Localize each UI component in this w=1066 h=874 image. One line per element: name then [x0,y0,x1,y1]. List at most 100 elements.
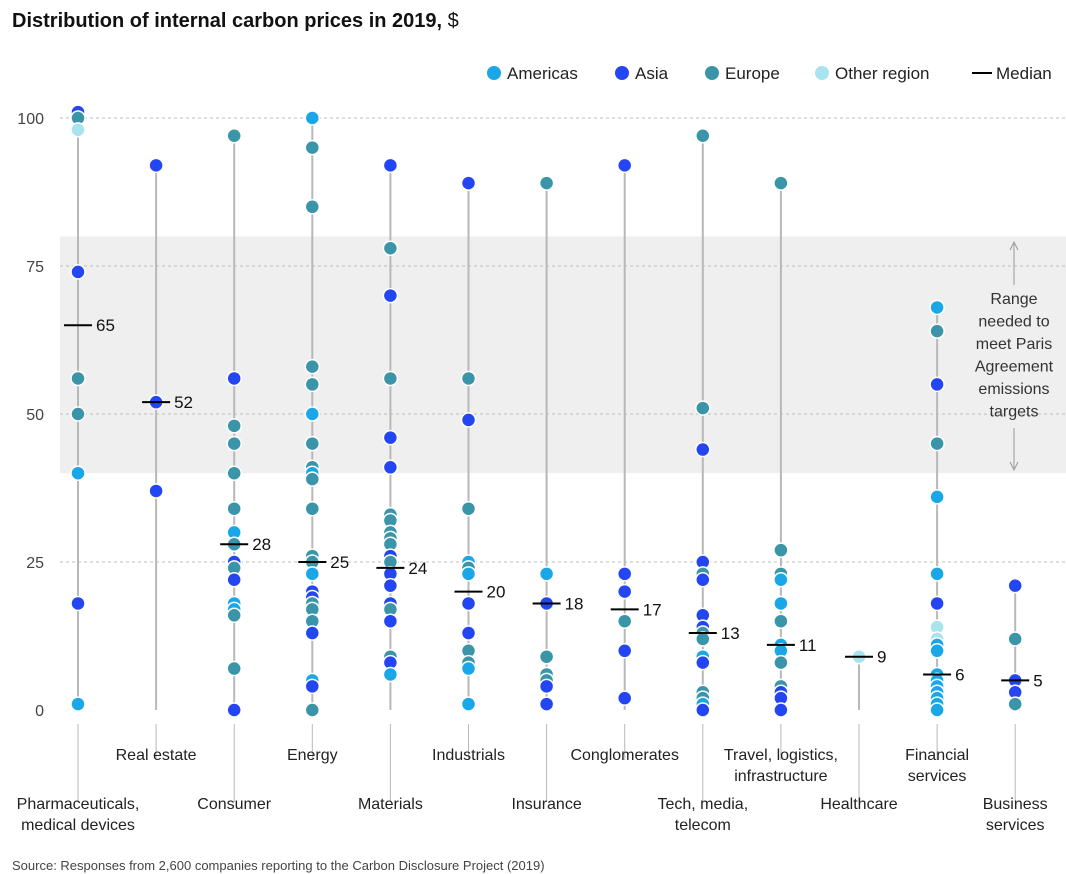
data-point [460,175,477,191]
data-point [929,643,945,659]
data-point [304,199,321,215]
data-point [616,583,633,600]
data-point [460,500,477,517]
range-annotation-line: Agreement [975,359,1054,376]
range-annotation: Range needed to meet Paris Agreement emissio… [975,240,1054,472]
category-label: Conglomerates [570,747,679,764]
data-point [538,648,555,665]
data-point [695,400,711,416]
category-label: services [908,768,967,785]
data-point [304,566,321,582]
data-point [695,572,711,588]
data-point [695,128,711,144]
legend-marker [815,66,829,80]
data-point [226,465,242,481]
legend-label: Americas [507,64,578,83]
median-label: 11 [799,636,817,655]
data-point [70,406,86,422]
data-point [226,128,242,144]
range-arrow-up-head [1009,240,1019,251]
median-label: 20 [487,583,506,602]
legend: Americas Asia Europe Other region Median [487,64,1052,83]
data-point [382,240,399,256]
category-label: Materials [358,796,423,813]
y-tick-label: 75 [26,259,44,276]
data-point [460,696,477,712]
data-point [538,696,555,712]
y-tick-label: 100 [17,111,44,128]
data-point [304,471,321,487]
data-point [695,702,711,718]
data-point [929,376,945,393]
data-point [148,483,164,499]
data-point [773,595,789,612]
data-point [382,577,399,594]
data-point [304,500,321,517]
data-point [304,702,321,718]
category-label: medical devices [21,817,135,834]
category-label: Consumer [197,796,271,813]
data-point [460,566,477,582]
category-label: telecom [675,817,731,834]
data-point [695,631,711,647]
legend-marker [615,66,629,80]
data-point [304,358,321,375]
category-label: infrastructure [734,768,827,785]
data-point [226,607,242,624]
data-point [226,702,242,718]
data-point-layer [70,104,1023,718]
data-point [616,643,633,659]
data-point [70,370,86,387]
data-point [460,625,477,641]
data-point [773,572,789,588]
range-annotation-line: emissions [978,381,1049,398]
gridline-layer: 0 25 50 75 100 [17,111,1066,720]
data-point [226,418,242,434]
data-point [695,441,711,458]
data-point [70,122,86,138]
chart-title-unit: $ [447,10,459,32]
data-point [70,465,86,481]
data-point [382,459,399,476]
median-label: 9 [877,648,886,667]
data-point [304,139,321,156]
data-point [616,613,633,629]
data-point [773,702,789,718]
data-point [226,660,242,677]
y-tick-label: 0 [35,703,44,720]
legend-marker [705,66,719,80]
data-point [1007,577,1023,594]
data-point [929,489,945,505]
data-point [929,595,945,612]
category-label: Healthcare [820,796,897,813]
median-label: 17 [643,600,662,619]
range-annotation-line: targets [990,404,1039,421]
data-point [70,696,86,712]
category-label: Energy [287,747,338,764]
category-label: Travel, logistics, [724,747,838,764]
data-point [148,157,164,174]
data-point [382,666,399,683]
median-label: 65 [96,316,115,335]
legend-label: Asia [635,64,669,83]
data-point [460,595,477,612]
data-point [226,572,242,588]
data-point [382,287,399,304]
data-point [460,660,477,677]
category-label: Business [983,796,1048,813]
data-point [304,376,321,393]
data-point [1007,696,1023,712]
median-label: 18 [565,594,584,613]
category-label: Industrials [432,747,505,764]
data-point [460,370,477,387]
median-label: 5 [1033,671,1042,690]
data-point [616,690,633,706]
category-label: Tech, media, [657,796,748,813]
data-point [226,500,242,517]
category-label: Pharmaceuticals, [17,796,140,813]
category-label: Financial [905,747,969,764]
data-point [382,613,399,629]
chart-title-text: Distribution of internal carbon prices i… [12,10,443,32]
data-point [773,654,789,671]
